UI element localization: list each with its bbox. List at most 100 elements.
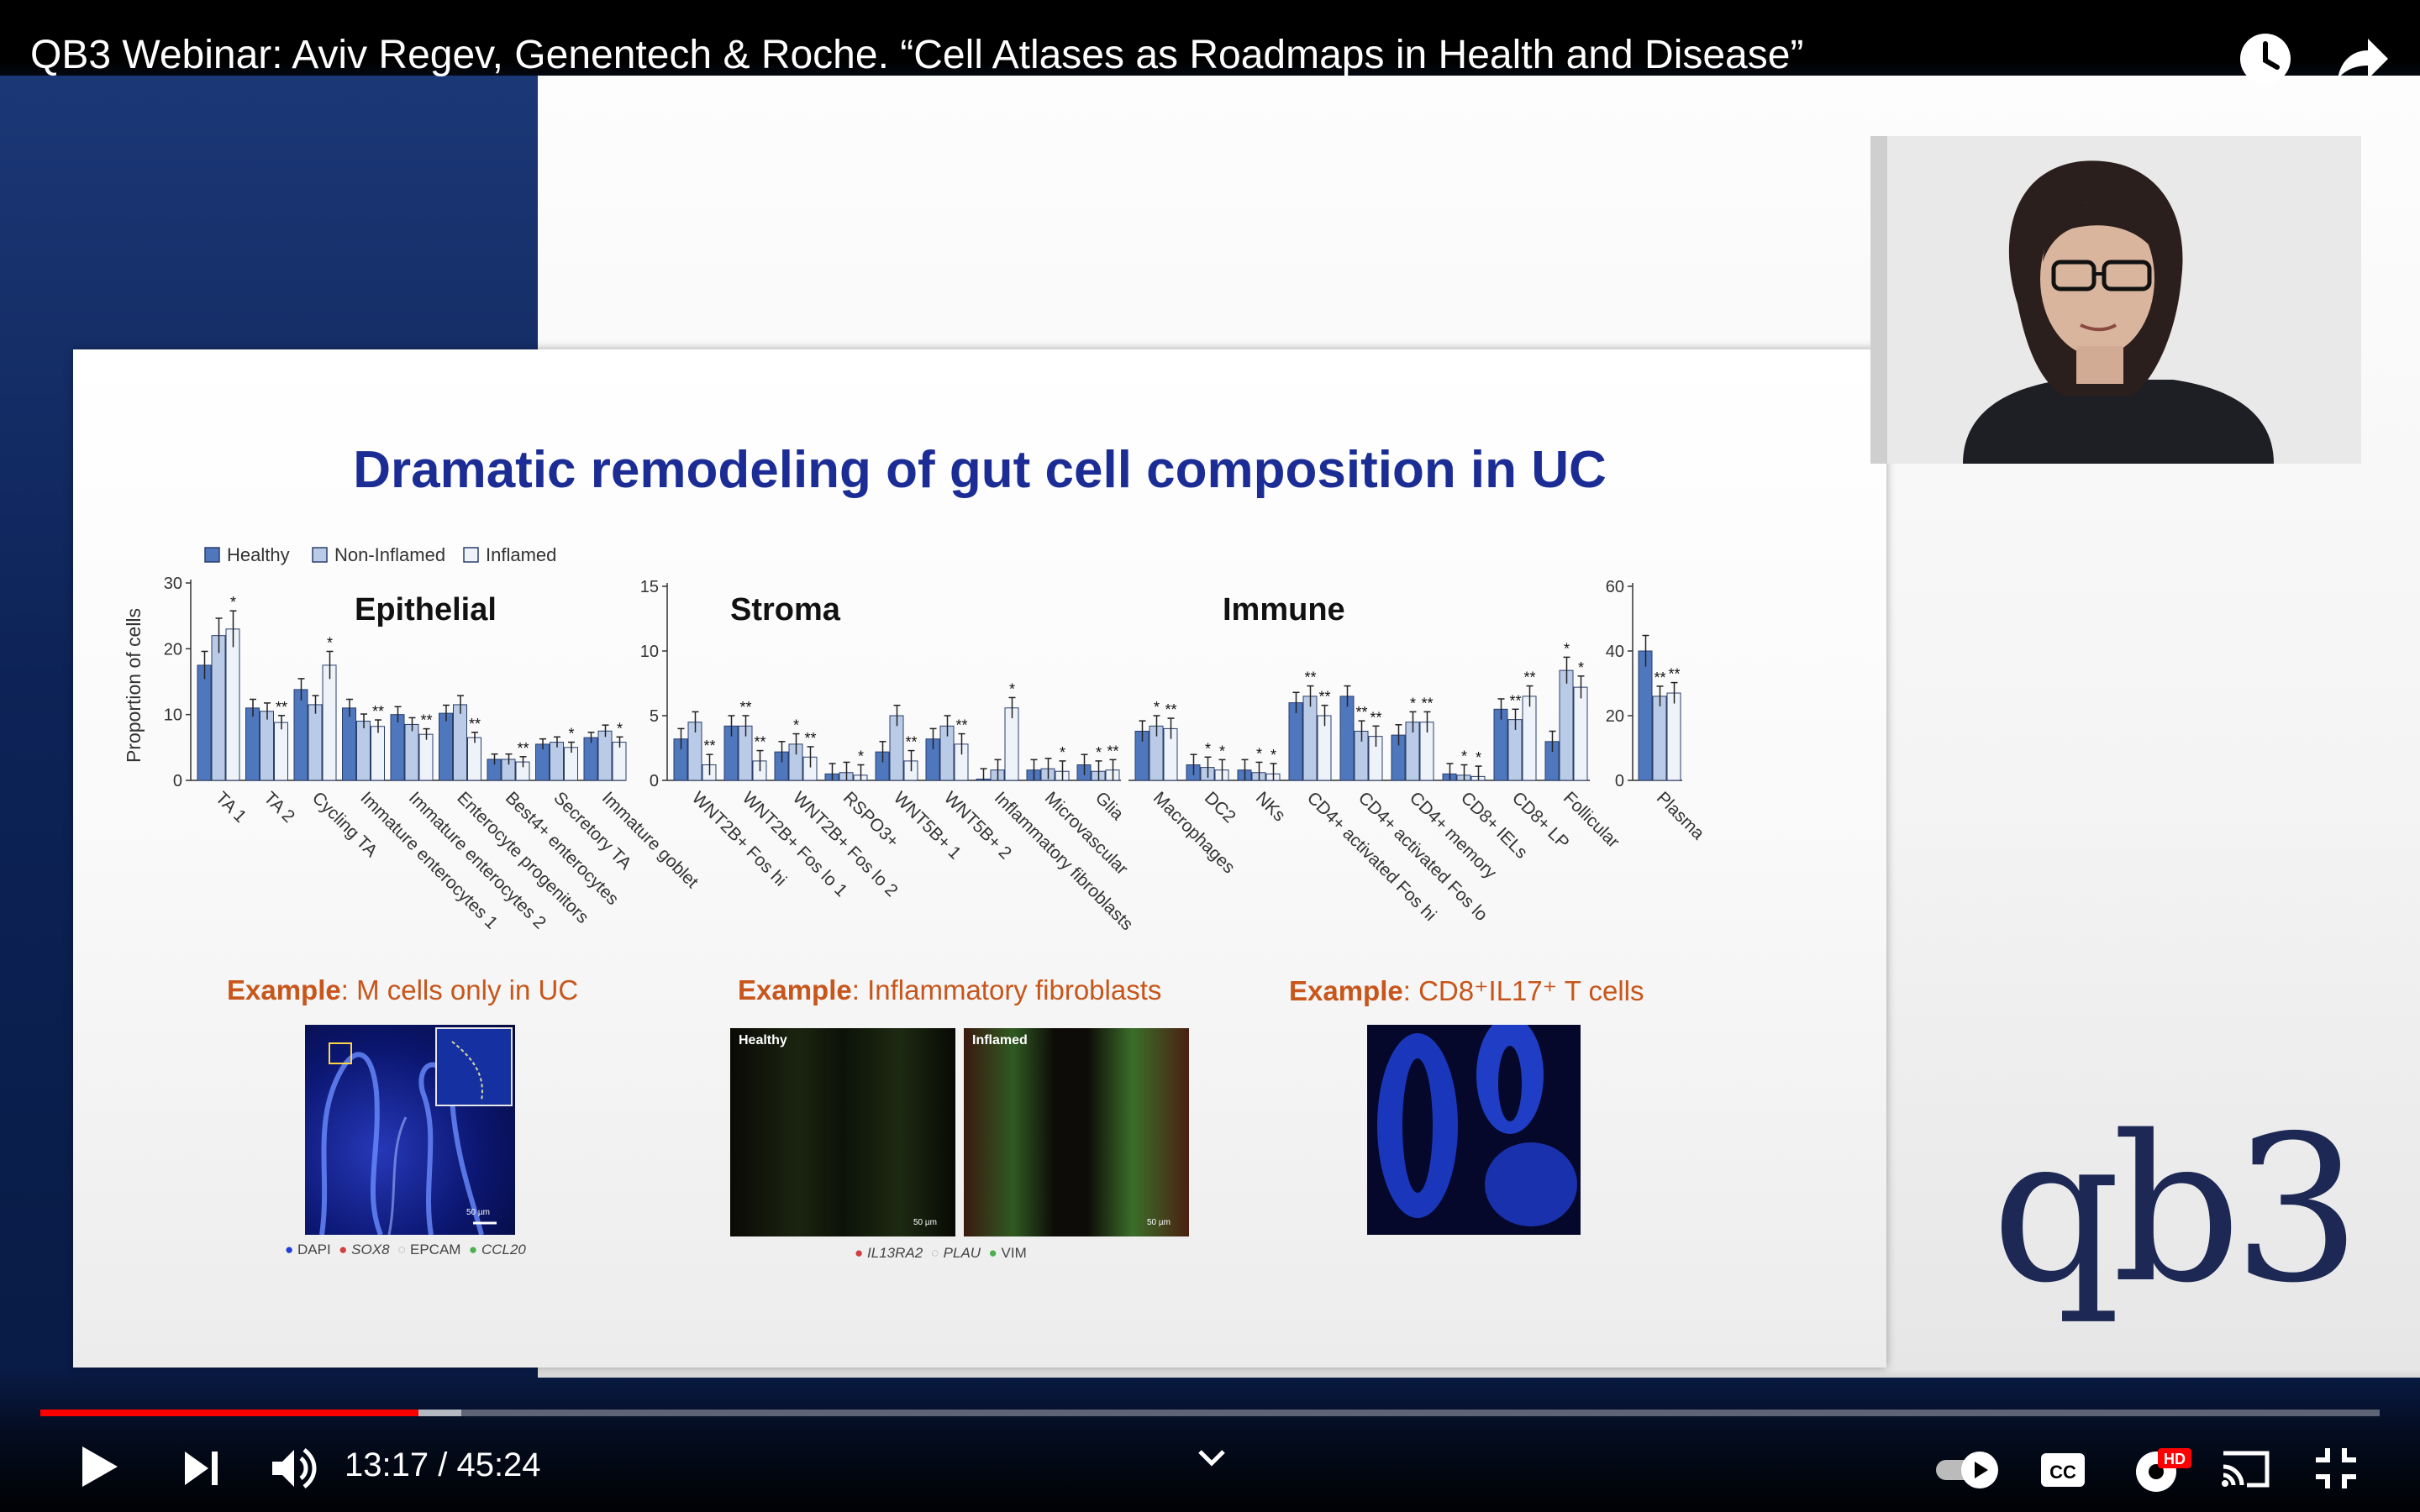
progress-bar[interactable] [40, 1410, 2380, 1416]
bar [197, 664, 212, 781]
bar [439, 712, 453, 781]
y-tick-label: 60 [1606, 578, 1624, 596]
legend-label: Non-Inflamed [334, 544, 445, 565]
m-cells-legend: ● DAPI ● SOX8 ○ EPCAM ● CCL20 [285, 1242, 526, 1257]
exit-fullscreen-icon[interactable] [2312, 1445, 2360, 1496]
significance-marker: ** [1421, 695, 1433, 711]
bar [418, 733, 434, 781]
bar [583, 737, 598, 781]
bar [1573, 686, 1588, 781]
bar [356, 721, 371, 781]
x-tick-label: WNT2B+ Fos hi [688, 788, 790, 890]
share-icon[interactable] [2326, 25, 2393, 92]
y-tick-label: 10 [640, 643, 659, 661]
bar [1004, 707, 1019, 781]
y-axis-label: Proportion of cells [123, 608, 145, 763]
bar [1559, 669, 1574, 781]
y-tick-label: 30 [164, 575, 182, 593]
significance-marker: * [1060, 744, 1065, 761]
hd-badge: HD [2164, 1451, 2186, 1467]
bar [535, 743, 550, 781]
captions-icon[interactable]: CC [2038, 1448, 2088, 1496]
settings-icon[interactable]: HD [2129, 1441, 2196, 1499]
bar [225, 628, 240, 781]
inflamed-fibroblast-micrograph: Inflamed 50 µm [964, 1028, 1189, 1236]
significance-marker: ** [420, 712, 432, 729]
x-tick-label: CD4+ memory [1406, 788, 1501, 883]
significance-marker: ** [955, 717, 967, 734]
watch-later-icon[interactable] [2232, 25, 2299, 92]
significance-marker: ** [1523, 669, 1535, 686]
bar [308, 704, 323, 781]
significance-marker: * [1256, 745, 1262, 762]
bar [371, 726, 385, 781]
example-label-m-cells: Example: M cells only in UC [227, 974, 579, 1005]
panel-title: Epithelial [355, 592, 497, 627]
panel-title: Stroma [730, 592, 841, 627]
significance-marker: ** [1668, 666, 1680, 683]
chevron-down-icon[interactable] [1195, 1445, 1228, 1474]
significance-marker: ** [739, 699, 751, 716]
next-icon[interactable] [178, 1445, 229, 1496]
bar [1288, 702, 1303, 781]
x-tick-label: TA 1 [212, 788, 250, 827]
bar [453, 704, 467, 781]
significance-marker: ** [703, 738, 715, 754]
bar [260, 711, 274, 781]
significance-marker: * [793, 717, 799, 734]
play-icon[interactable] [74, 1441, 124, 1496]
significance-marker: * [1096, 744, 1102, 761]
time-display: 13:17 / 45:24 [345, 1446, 541, 1484]
significance-marker: * [230, 594, 236, 611]
volume-icon[interactable] [267, 1443, 318, 1498]
bar [1638, 650, 1653, 781]
bar [1666, 692, 1681, 781]
slide-title: Dramatic remodeling of gut cell composit… [353, 441, 1607, 499]
significance-marker: * [1154, 699, 1160, 716]
x-tick-label: Glia [1092, 788, 1128, 824]
legend-label: Inflamed [486, 544, 556, 565]
progress-played [40, 1410, 418, 1416]
bar [404, 723, 419, 781]
player-controls: CC HD [0, 1428, 2420, 1512]
significance-marker: ** [804, 730, 816, 747]
x-tick-label: DC2 [1201, 788, 1239, 827]
legend-swatch [312, 547, 328, 563]
legend-swatch [463, 547, 479, 563]
time-separator: / [429, 1446, 457, 1483]
significance-marker: * [1410, 695, 1416, 711]
significance-marker: ** [1304, 669, 1316, 686]
significance-marker: * [1009, 680, 1015, 697]
significance-marker: ** [905, 734, 917, 751]
panel-title: Immune [1223, 592, 1345, 627]
y-tick-label: 0 [650, 772, 659, 790]
significance-marker: * [1476, 749, 1481, 766]
autoplay-toggle-icon[interactable] [1933, 1446, 2008, 1498]
scale-bar-label: 50 µm [466, 1208, 490, 1217]
example-label-cd8-t-cells: Example: CD8⁺IL17⁺ T cells [1289, 975, 1644, 1006]
significance-marker: * [1270, 747, 1276, 764]
significance-marker: * [1219, 743, 1225, 759]
x-tick-label: NKs [1252, 788, 1289, 825]
video-title[interactable]: QB3 Webinar: Aviv Regev, Genentech & Roc… [30, 33, 1804, 77]
bar [293, 689, 308, 781]
bar [1493, 708, 1508, 781]
example-label-fibroblasts: Example: Inflammatory fibroblasts [738, 974, 1162, 1005]
bar [550, 742, 564, 781]
bar [1652, 696, 1667, 781]
significance-marker: ** [469, 716, 481, 732]
y-tick-label: 0 [1615, 772, 1624, 790]
significance-marker: ** [517, 740, 529, 757]
significance-marker: * [858, 748, 864, 765]
cast-icon[interactable] [2218, 1445, 2272, 1496]
fibroblast-legend: ● IL13RA2 ○ PLAU ● VIM [855, 1245, 1027, 1261]
y-tick-label: 10 [164, 706, 182, 725]
bar [211, 635, 226, 781]
bar [342, 707, 356, 781]
significance-marker: * [327, 634, 333, 651]
significance-marker: ** [372, 703, 384, 720]
duration: 45:24 [456, 1446, 541, 1483]
bar [322, 664, 337, 781]
